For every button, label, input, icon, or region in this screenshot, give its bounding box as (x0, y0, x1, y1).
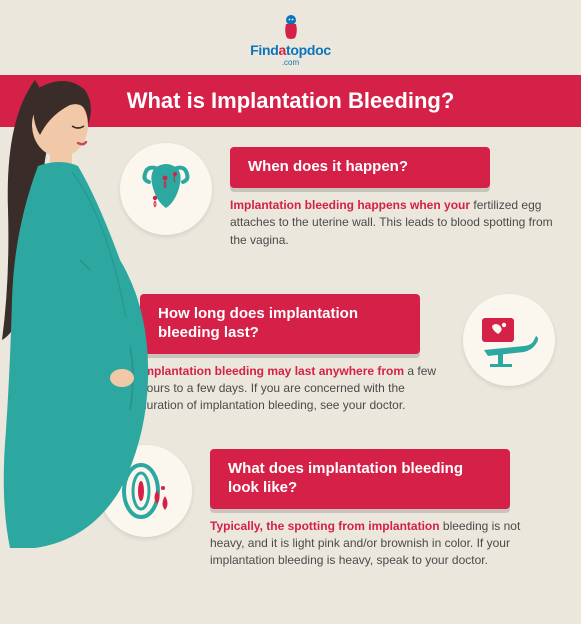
logo-text-mid: a (279, 42, 287, 58)
spotting-icon (100, 445, 192, 537)
section-duration: How long does implantation bleeding last… (0, 294, 581, 429)
logo-text-prefix: Find (250, 42, 278, 58)
section-when-heading: When does it happen? (230, 147, 490, 188)
logo-icon (280, 14, 302, 40)
section-when-body: Implantation bleeding happens when your … (230, 188, 555, 249)
logo: Findatopdoc .com (0, 0, 581, 75)
section-appearance-body: Typically, the spotting from implantatio… (210, 509, 555, 570)
main-title: What is Implantation Bleeding? (0, 75, 581, 127)
exam-table-icon (463, 294, 555, 386)
section-duration-heading: How long does implantation bleeding last… (140, 294, 420, 354)
section-appearance: What does implantation bleeding look lik… (0, 445, 581, 580)
logo-text-suffix: topdoc (286, 42, 331, 58)
section-appearance-heading: What does implantation bleeding look lik… (210, 449, 510, 509)
uterus-icon (120, 143, 212, 235)
section-duration-body: Implantation bleeding may last anywhere … (140, 354, 445, 415)
logo-sub: .com (0, 58, 581, 67)
section-when: When does it happen? Implantation bleedi… (0, 143, 581, 278)
